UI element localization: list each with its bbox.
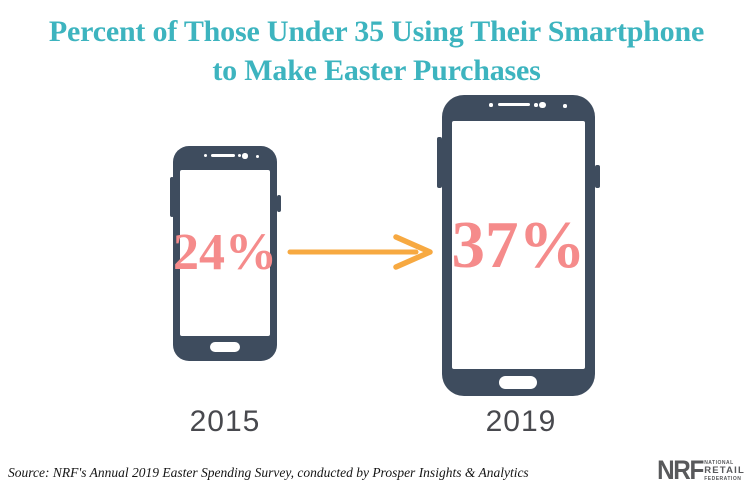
chart-title-line-1: Percent of Those Under 35 Using Their Sm… (48, 15, 705, 48)
home-button-icon (499, 376, 537, 389)
year-label-2019: 2019 (485, 405, 557, 438)
increase-arrow-icon (287, 234, 433, 270)
sensor-dot-icon (238, 154, 241, 157)
phone-screen-2019: 37% (451, 121, 586, 369)
volume-button-icon (169, 177, 174, 217)
speaker-line-icon (498, 103, 530, 106)
camera-dot-icon (489, 103, 493, 107)
nrf-logo-acronym: NRF (657, 455, 704, 485)
nrf-logo-retail: RETAIL (704, 464, 745, 476)
nrf-logo-federation: FEDERATION (704, 475, 742, 482)
volume-button-icon (437, 137, 442, 188)
source-attribution: Source: NRF's Annual 2019 Easter Spendin… (8, 465, 529, 480)
nrf-logo-national: NATIONAL (704, 459, 734, 466)
nrf-logo: NRF NATIONAL RETAIL FEDERATION (652, 457, 745, 484)
power-button-icon (595, 165, 600, 188)
chart-title-line-2: to Make Easter Purchases (212, 54, 541, 87)
camera-lens-icon (242, 153, 248, 159)
speaker-line-icon (211, 154, 235, 157)
sensor-dot-icon (256, 155, 259, 158)
sensor-dot-icon (563, 104, 567, 108)
nrf-logo-wordmark: NATIONAL RETAIL FEDERATION (704, 460, 745, 482)
sensor-dot-icon (534, 103, 538, 107)
phone-screen-2015: 24% (173, 170, 277, 336)
percent-value-2015: 24% (173, 224, 277, 281)
phone-2019: 37% (437, 95, 600, 396)
power-button-icon (276, 195, 281, 212)
year-label-2015: 2015 (189, 405, 261, 438)
chart-title: Percent of Those Under 35 Using Their Sm… (0, 12, 753, 90)
home-button-icon (210, 342, 240, 352)
camera-lens-icon (539, 101, 546, 108)
phone-2015: 24% (169, 146, 281, 361)
camera-dot-icon (204, 154, 207, 157)
percent-value-2019: 37% (451, 207, 586, 282)
